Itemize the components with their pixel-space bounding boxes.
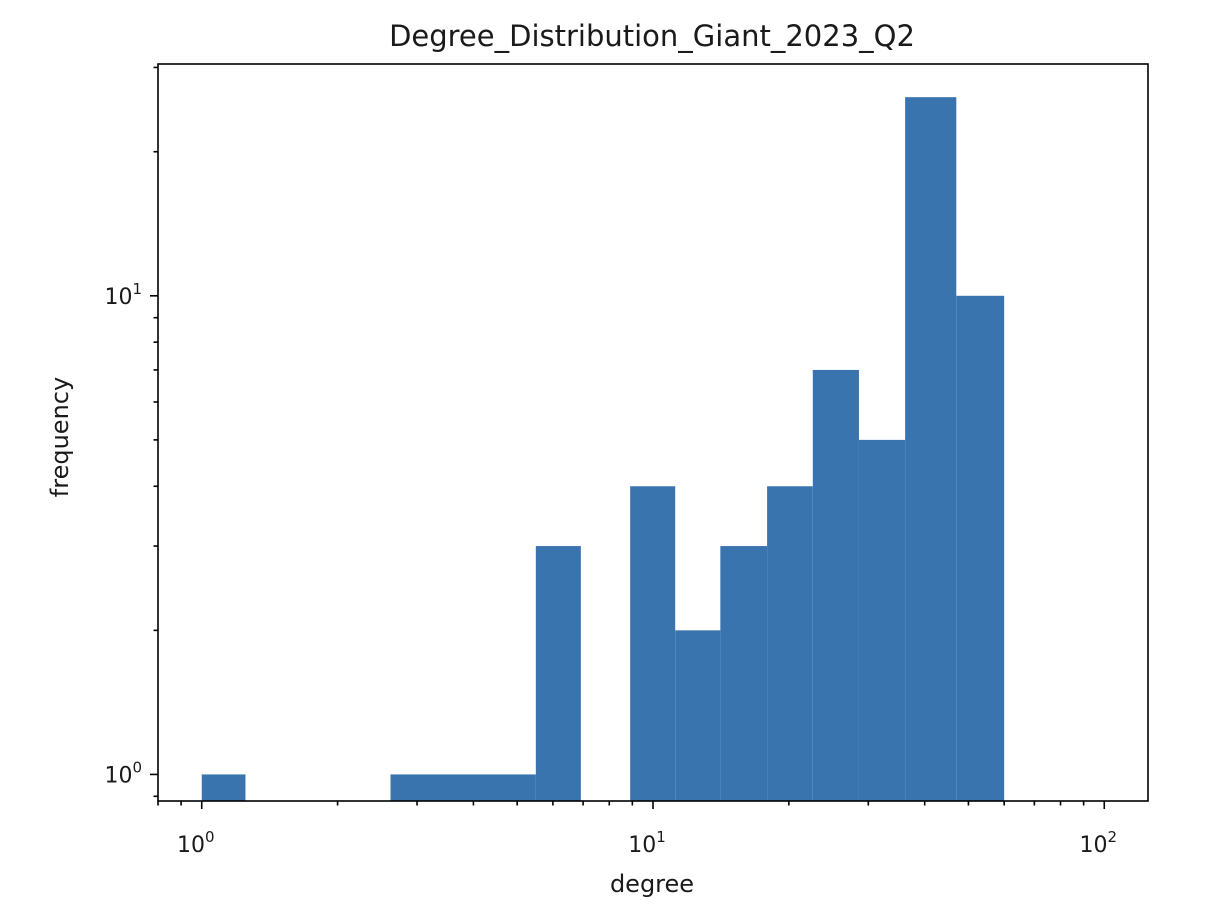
x-axis: 100 101 102: [157, 801, 1117, 858]
y-axis-label: frequency: [46, 377, 74, 497]
x-tick-label: 102: [1079, 828, 1117, 858]
histogram-bar-3: [535, 546, 581, 801]
chart-title: Degree_Distribution_Giant_2023_Q2: [389, 19, 915, 53]
y-axis: 100 101: [104, 66, 158, 798]
bars-group: [201, 97, 1005, 801]
y-tick-label: 101: [104, 280, 142, 310]
histogram-bar-9: [858, 439, 906, 801]
histogram-bar-2: [390, 774, 536, 801]
histogram-bar-11: [956, 295, 1005, 801]
histogram-bar-10: [905, 97, 957, 801]
histogram-bar-1: [201, 774, 246, 801]
histogram-bar-4: [630, 486, 676, 801]
x-tick-label: 101: [628, 828, 666, 858]
y-tick-label: 100: [104, 758, 142, 788]
histogram-bar-7: [767, 486, 813, 801]
histogram-bar-8: [812, 369, 859, 801]
x-axis-label: degree: [610, 870, 694, 898]
histogram-bar-5: [675, 630, 721, 801]
histogram-bar-6: [720, 546, 768, 801]
x-tick-label: 100: [177, 828, 215, 858]
